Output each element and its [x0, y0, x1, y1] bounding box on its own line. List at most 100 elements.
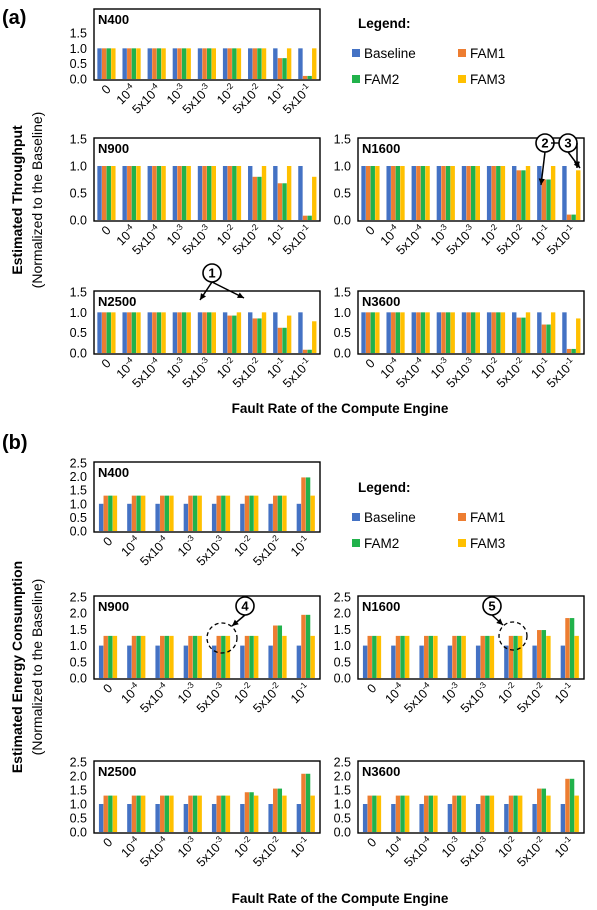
bar-fam3-4 — [225, 635, 231, 678]
x-tick-label: 5x10-3 — [178, 355, 214, 391]
bar-fam1-3 — [177, 48, 182, 79]
bar-baseline-0 — [97, 312, 102, 353]
y-tick-label: 2.0 — [334, 770, 351, 784]
bar-fam3-4 — [225, 795, 231, 832]
bar-fam1-4 — [202, 166, 207, 220]
section-a-y-axis-label: Estimated Throughput — [9, 125, 25, 275]
y-tick-label: 1.5 — [334, 133, 351, 147]
bar-fam3-4 — [211, 48, 216, 79]
bar-baseline-0 — [98, 645, 104, 678]
bar-fam1-1 — [391, 166, 396, 220]
bar-baseline-6 — [268, 804, 273, 832]
bar-fam2-0 — [370, 166, 375, 220]
bar-fam3-1 — [404, 635, 410, 678]
bar-fam2-5 — [249, 792, 254, 832]
chart-title: N1600 — [362, 599, 400, 614]
legend-title: Legend: — [358, 480, 411, 495]
bar-fam2-6 — [541, 630, 547, 678]
y-tick-label: 2.0 — [70, 770, 87, 784]
bar-fam2-4 — [207, 166, 212, 220]
bar-baseline-5 — [486, 166, 492, 220]
section-a-x-axis-label: Fault Rate of the Compute Engine — [232, 401, 449, 416]
bar-fam2-1 — [131, 48, 137, 79]
y-tick-label: 1.0 — [334, 160, 351, 174]
bar-baseline-0 — [362, 645, 368, 678]
bar-fam2-6 — [277, 495, 283, 531]
annotation-3: 3 — [551, 133, 581, 169]
bar-fam2-7 — [546, 324, 551, 353]
bar-fam3-0 — [111, 48, 116, 79]
x-tick-label: 5x10-3 — [178, 222, 214, 258]
bar-baseline-2 — [147, 166, 152, 220]
bar-fam1-0 — [101, 48, 107, 79]
bar-fam1-5 — [227, 166, 232, 220]
bar-fam3-1 — [136, 48, 141, 79]
bar-fam2-8 — [307, 349, 312, 353]
bar-fam2-1 — [136, 635, 141, 678]
bar-fam1-7 — [277, 58, 283, 79]
bar-fam3-7 — [574, 635, 579, 678]
bar-fam2-5 — [232, 48, 237, 79]
bar-baseline-3 — [447, 645, 453, 678]
x-tick-label: 10-2 — [477, 222, 504, 249]
bar-fam2-2 — [164, 495, 170, 531]
bar-fam3-5 — [517, 635, 523, 678]
bar-fam1-8 — [566, 214, 572, 220]
bar-fam1-6 — [516, 170, 522, 220]
bar-fam3-0 — [375, 166, 380, 220]
x-tick-label: 10-2 — [477, 355, 504, 382]
bar-fam3-5 — [517, 795, 523, 832]
bar-fam2-2 — [428, 795, 434, 832]
bar-baseline-3 — [436, 312, 442, 353]
legend-label-fam3: FAM3 — [470, 536, 505, 551]
bar-fam2-6 — [541, 788, 547, 832]
y-tick-label: 0.5 — [334, 812, 351, 826]
bar-baseline-7 — [296, 804, 302, 832]
bar-fam2-6 — [277, 788, 283, 832]
bar-fam1-6 — [273, 788, 278, 832]
x-tick-label: 5x10-3 — [456, 834, 492, 870]
bar-baseline-6 — [532, 804, 537, 832]
figure-static-text: (a) Estimated Throughput (Normalized to … — [2, 7, 449, 906]
bar-fam1-4 — [216, 635, 221, 678]
bar-fam3-5 — [236, 166, 242, 220]
bar-fam1-5 — [244, 495, 250, 531]
bar-fam3-4 — [475, 166, 480, 220]
bar-fam1-5 — [244, 635, 250, 678]
bar-fam2-5 — [513, 795, 518, 832]
x-tick-label: 0 — [100, 681, 115, 696]
bar-fam2-4 — [221, 795, 226, 832]
y-tick-label: 1.0 — [70, 42, 87, 56]
bar-fam2-0 — [370, 312, 375, 353]
x-tick-label: 5x10-3 — [192, 680, 228, 716]
legend-swatch-fam3 — [458, 539, 466, 547]
section-b-y-axis-label: Estimated Energy Consumption — [9, 561, 25, 773]
bar-baseline-6 — [248, 166, 253, 220]
legend-label-fam1: FAM1 — [470, 510, 505, 525]
bar-baseline-7 — [296, 645, 302, 678]
bar-fam3-6 — [261, 166, 267, 220]
bar-fam1-4 — [216, 495, 221, 531]
bar-fam2-2 — [420, 166, 426, 220]
bar-fam2-3 — [445, 312, 451, 353]
bar-fam1-8 — [302, 349, 308, 353]
y-tick-label: 0.5 — [70, 511, 87, 525]
section-a-y-axis-sublabel: (Normalized to the Baseline) — [29, 112, 45, 289]
bar-fam2-2 — [164, 795, 170, 832]
bar-baseline-8 — [298, 166, 303, 220]
x-tick-label: 0 — [100, 835, 115, 850]
bar-fam2-6 — [277, 625, 283, 678]
bar-fam1-7 — [301, 773, 306, 832]
bar-fam3-5 — [236, 48, 242, 79]
bar-fam1-7 — [277, 327, 283, 353]
legend-b: Legend: Baseline FAM1 FAM2 FAM3 — [352, 480, 505, 551]
bar-fam1-3 — [441, 312, 446, 353]
bar-baseline-3 — [183, 645, 189, 678]
bar-baseline-2 — [155, 804, 160, 832]
bar-fam3-0 — [376, 795, 382, 832]
y-tick-label: 1.5 — [334, 623, 351, 637]
bar-fam2-2 — [428, 635, 434, 678]
bar-baseline-4 — [461, 312, 467, 353]
bar-baseline-1 — [122, 166, 127, 220]
